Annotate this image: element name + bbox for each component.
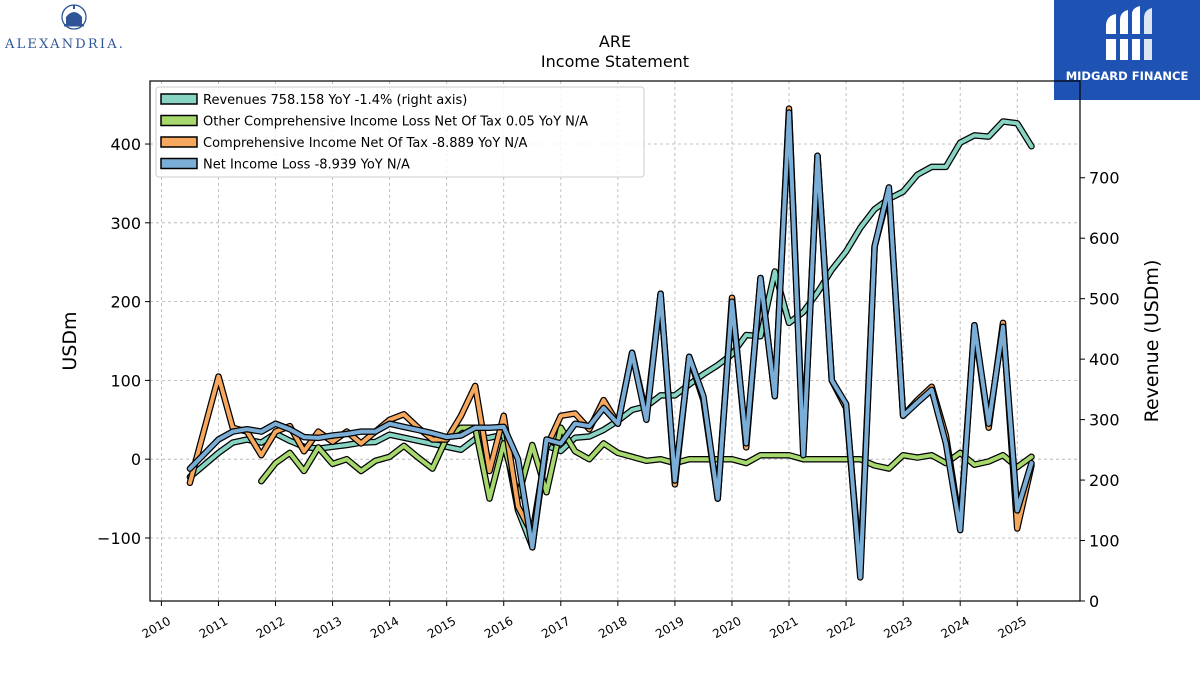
series-line-2 <box>187 106 1034 572</box>
x-tick-label: 2014 <box>368 614 401 641</box>
legend-box <box>155 86 645 178</box>
plot-frame <box>149 80 1081 602</box>
x-tick-label: 2024 <box>938 614 971 641</box>
y-left-tick-label: 100 <box>110 371 141 390</box>
x-tick-label: 2017 <box>539 614 572 641</box>
y-right-tick-label: 600 <box>1089 229 1120 248</box>
midgard-emblem-icon <box>1102 6 1156 60</box>
y-right-tick-label: 500 <box>1089 290 1120 309</box>
y-left-axis-label: USDm <box>59 311 81 370</box>
y-left-tick-label: 400 <box>110 135 141 154</box>
y-left-tick-label: 200 <box>110 293 141 312</box>
x-tick-label: 2019 <box>653 614 686 641</box>
y-left-tick-label: 0 <box>131 450 141 469</box>
dome-emblem-icon <box>61 4 87 30</box>
legend-swatch <box>160 136 198 148</box>
x-tick-label: 2018 <box>596 614 629 641</box>
y-right-tick-label: 400 <box>1089 350 1120 369</box>
y-right-tick-label: 100 <box>1089 532 1120 551</box>
y-right-tick-label: 300 <box>1089 411 1120 430</box>
series-line-outline-3 <box>186 109 1035 581</box>
x-tick-label: 2025 <box>996 614 1029 641</box>
legend-label: Revenues 758.158 YoY -1.4% (right axis) <box>203 93 467 108</box>
y-right-axis-label: Revenue (USDm) <box>1141 260 1163 423</box>
x-tick-label: 2023 <box>881 614 914 641</box>
y-left-tick-label: 300 <box>110 214 141 233</box>
chart-subtitle: Income Statement <box>540 52 690 71</box>
legend-label: Other Comprehensive Income Loss Net Of T… <box>203 115 588 130</box>
y-right-tick-label: 700 <box>1089 169 1120 188</box>
y-left-tick-label: −100 <box>97 529 141 548</box>
series-line-3 <box>187 110 1034 580</box>
y-right-tick-label: 0 <box>1089 592 1099 611</box>
midgard-finance-logo: MIDGARD FINANCE <box>1054 0 1200 100</box>
x-tick-label: 2012 <box>254 614 287 641</box>
alexandria-wordmark: ALEXANDRIA. <box>5 37 126 52</box>
series-line-1 <box>259 425 1034 501</box>
series-line-outline-2 <box>186 105 1035 573</box>
x-tick-label: 2021 <box>767 614 800 641</box>
x-tick-label: 2022 <box>824 614 857 641</box>
series-line-outline-0 <box>186 118 1035 550</box>
chart-title: ARE <box>598 32 632 51</box>
midgard-wordmark: MIDGARD FINANCE <box>1065 69 1189 83</box>
legend-label: Net Income Loss -8.939 YoY N/A <box>203 158 410 173</box>
x-tick-label: 2015 <box>425 614 458 641</box>
alexandria-logo: ALEXANDRIA. <box>0 0 150 60</box>
legend-swatch <box>160 93 198 105</box>
legend-swatch <box>160 114 198 127</box>
x-tick-label: 2013 <box>311 614 344 641</box>
legend-label: Comprehensive Income Net Of Tax -8.889 Y… <box>203 136 528 151</box>
legend-swatch <box>160 157 198 170</box>
y-right-tick-label: 200 <box>1089 471 1120 490</box>
x-tick-label: 2020 <box>710 614 743 641</box>
x-tick-label: 2016 <box>482 614 515 641</box>
x-tick-label: 2011 <box>197 614 230 641</box>
x-tick-label: 2010 <box>140 614 173 641</box>
